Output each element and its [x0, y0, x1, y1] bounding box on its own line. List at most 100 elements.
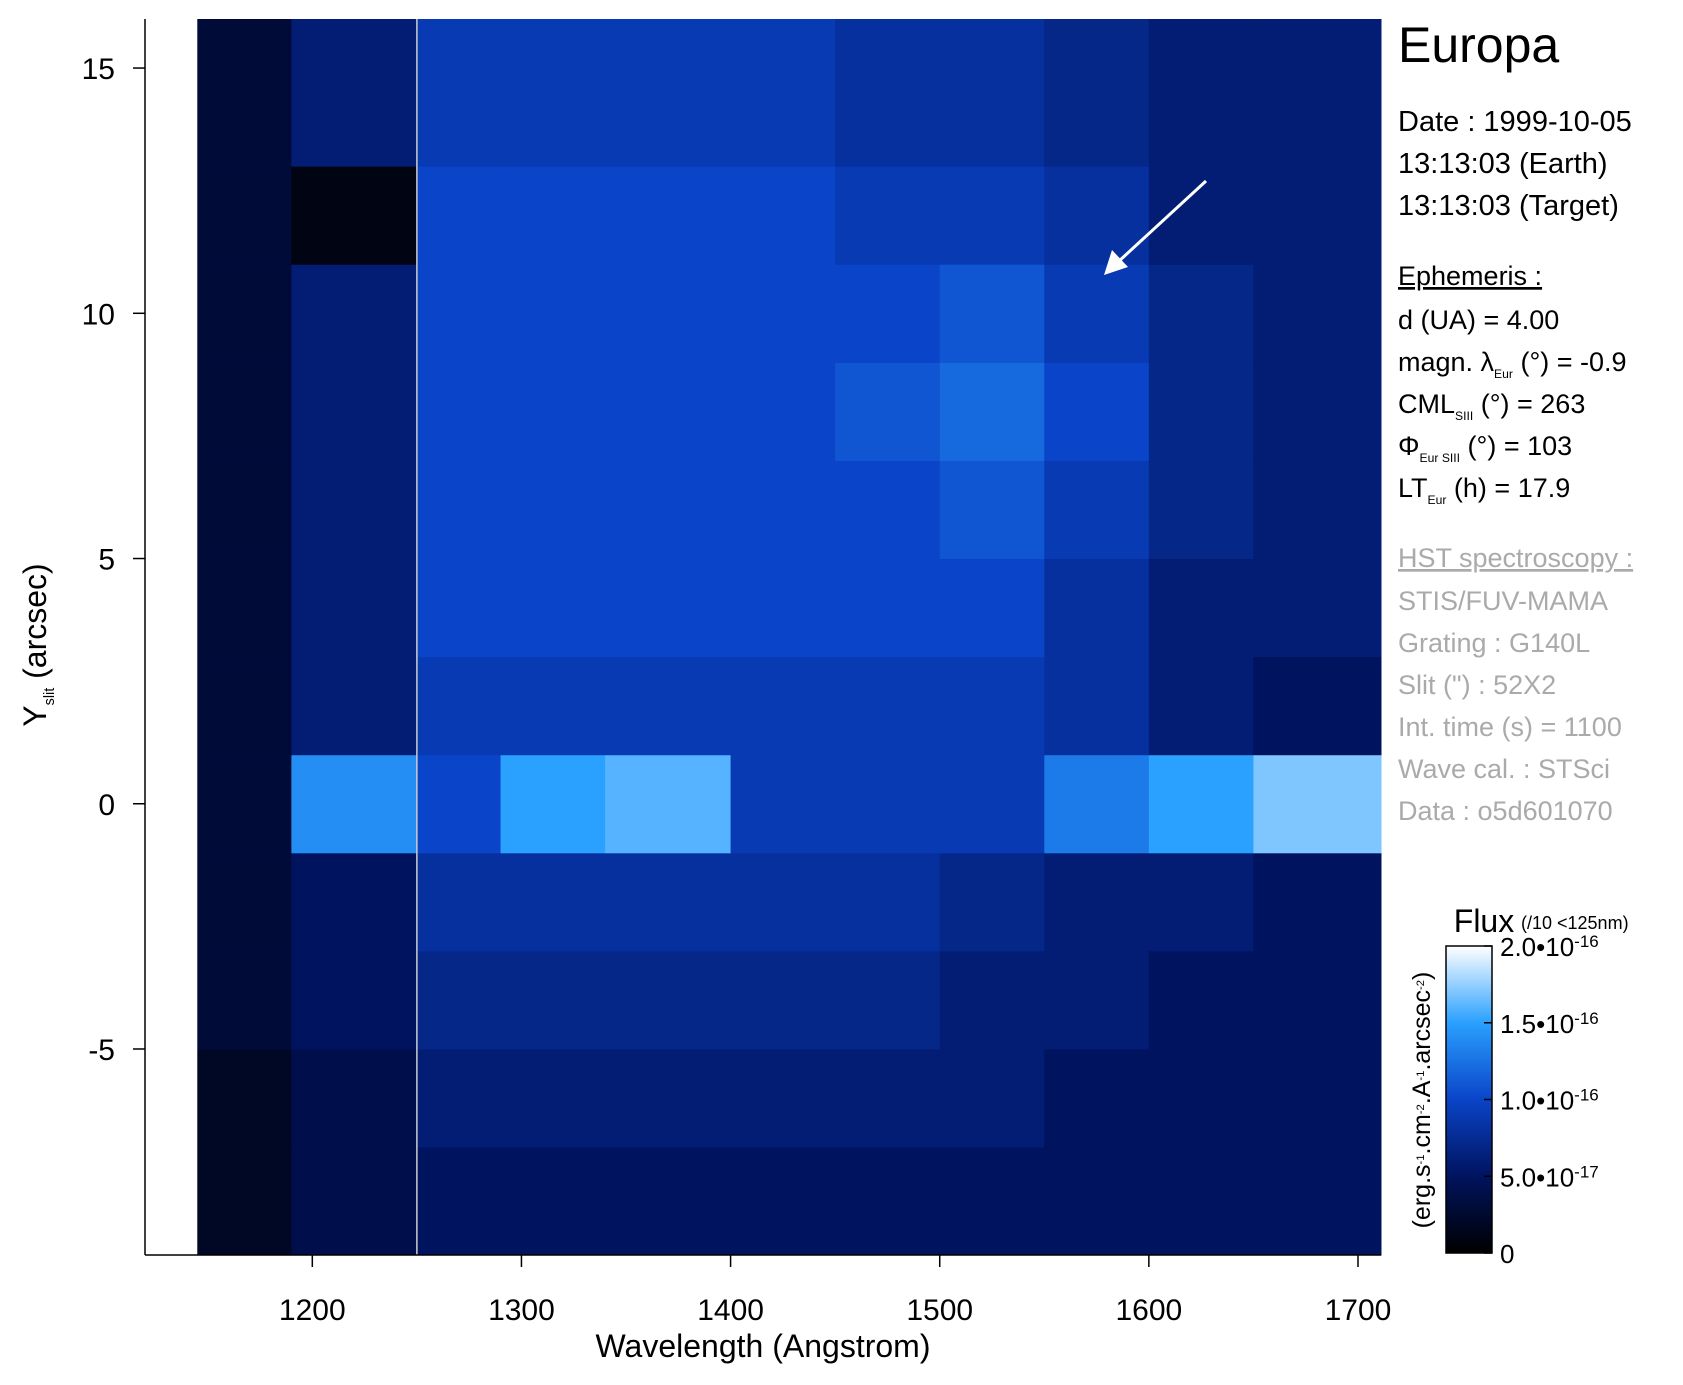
colorbar-note: (/10 <125nm) — [1521, 913, 1629, 933]
heatmap-cell — [416, 558, 502, 658]
text-segment: (°) = -0.9 — [1513, 347, 1627, 377]
tick-mantissa: 0 — [1500, 1239, 1514, 1269]
y-tick-label: 5 — [98, 544, 115, 577]
y-tick-label: 10 — [82, 298, 115, 331]
heatmap-cell — [1253, 1147, 1382, 1256]
superscript: -1 — [1415, 1071, 1427, 1081]
heatmap-cell — [605, 362, 732, 461]
heatmap-cell — [1044, 950, 1150, 1050]
heatmap-cell — [939, 656, 1045, 756]
superscript: -1 — [1415, 1154, 1427, 1164]
heatmap-cell — [416, 950, 502, 1050]
heatmap-cell — [730, 19, 836, 167]
heatmap-cell — [500, 362, 606, 461]
heatmap-cell — [835, 1147, 941, 1256]
heatmap-cell — [197, 1049, 292, 1148]
heatmap-cell — [291, 166, 418, 265]
text-segment: ) — [1408, 972, 1436, 980]
heatmap-cell — [1148, 1147, 1254, 1256]
colorbar-tick-label: 5.0•10-17 — [1500, 1162, 1599, 1193]
heatmap-cell — [500, 1049, 606, 1148]
heatmap-cell — [835, 950, 941, 1050]
heatmap-cell — [939, 1147, 1045, 1256]
heatmap-cell — [500, 19, 606, 167]
heatmap-cell — [416, 754, 502, 854]
x-tick-label: 1400 — [697, 1294, 764, 1327]
hst-title: HST spectroscopy : — [1398, 543, 1633, 573]
heatmap-cell — [730, 362, 836, 461]
heatmap-cell — [416, 19, 502, 167]
heatmap-cell — [1148, 1049, 1254, 1148]
heatmap-cell — [1253, 950, 1382, 1050]
heatmap-cell — [145, 950, 198, 1050]
heatmap-cell — [939, 950, 1045, 1050]
text-segment: LT — [1398, 473, 1428, 503]
heatmap-cell — [291, 558, 418, 658]
heatmap-cell — [145, 1147, 198, 1256]
hst-line: STIS/FUV-MAMA — [1398, 586, 1608, 616]
heatmap-cell — [730, 852, 836, 952]
y-tick-label: 15 — [82, 53, 115, 86]
heatmap-cell — [291, 656, 418, 756]
heatmap-cell — [730, 166, 836, 265]
hst-line: Wave cal. : STSci — [1398, 754, 1610, 784]
heatmap-cell — [1253, 852, 1382, 952]
heatmap-cell — [1148, 460, 1254, 560]
heatmap-cell — [416, 362, 502, 461]
heatmap-cell — [500, 558, 606, 658]
heatmap-cell — [1148, 950, 1254, 1050]
heatmap-cell — [605, 264, 732, 363]
heatmap-cell — [291, 950, 418, 1050]
heatmap-cell — [1148, 656, 1254, 756]
heatmap-cell — [1044, 754, 1150, 854]
heatmap-cell — [1253, 656, 1382, 756]
ephemeris-line: d (UA) = 4.00 — [1398, 305, 1559, 335]
heatmap-cell — [1253, 166, 1382, 265]
heatmap-cell — [291, 264, 418, 363]
heatmap-cell — [605, 1049, 732, 1148]
subscript: Eur — [1494, 367, 1513, 381]
tick-exponent: -16 — [1574, 932, 1599, 951]
heatmap-cell — [1044, 460, 1150, 560]
heatmap-cell — [145, 166, 198, 265]
tick-mantissa: 5.0•10 — [1500, 1162, 1574, 1192]
heatmap-cell — [500, 1147, 606, 1256]
heatmap-cell — [291, 1049, 418, 1148]
heatmap-cell — [1148, 264, 1254, 363]
heatmap-cell — [1044, 166, 1150, 265]
heatmap-cell — [835, 558, 941, 658]
heatmap-cell — [605, 852, 732, 952]
heatmap-cell — [145, 1049, 198, 1148]
heatmap-cell — [605, 19, 732, 167]
y-axis-label: Yslit (arcsec) — [17, 563, 58, 726]
text-segment: (h) = 17.9 — [1446, 473, 1570, 503]
text-segment: (arcsec) — [17, 563, 53, 687]
heatmap-cell — [1044, 19, 1150, 167]
heatmap-cell — [605, 1147, 732, 1256]
ephemeris-line: LTEur (h) = 17.9 — [1398, 473, 1570, 507]
date-line: Date : 1999-10-05 — [1398, 106, 1632, 138]
heatmap-cell — [500, 754, 606, 854]
heatmap-cell — [1044, 264, 1150, 363]
heatmap-cell — [145, 460, 198, 560]
text-segment: (°) = 263 — [1473, 389, 1585, 419]
heatmap-cell — [1044, 558, 1150, 658]
heatmap-cell — [939, 19, 1045, 167]
heatmap-cell — [500, 166, 606, 265]
heatmap-cell — [1253, 19, 1382, 167]
ephemeris-line: CMLSIII (°) = 263 — [1398, 389, 1585, 423]
heatmap-cell — [197, 460, 292, 560]
heatmap-cell — [835, 362, 941, 461]
heatmap-cell — [730, 460, 836, 560]
heatmap-cell — [730, 264, 836, 363]
heatmap-cell — [1044, 1049, 1150, 1148]
heatmap-cell — [1253, 460, 1382, 560]
heatmap-cell — [500, 950, 606, 1050]
heatmap-cell — [1148, 166, 1254, 265]
heatmap-cell — [1148, 852, 1254, 952]
colorbar-tick-label: 2.0•10-16 — [1500, 932, 1599, 963]
heatmap-cell — [145, 558, 198, 658]
heatmap-cell — [835, 656, 941, 756]
tick-exponent: -16 — [1574, 1008, 1599, 1027]
heatmap-cell — [939, 558, 1045, 658]
